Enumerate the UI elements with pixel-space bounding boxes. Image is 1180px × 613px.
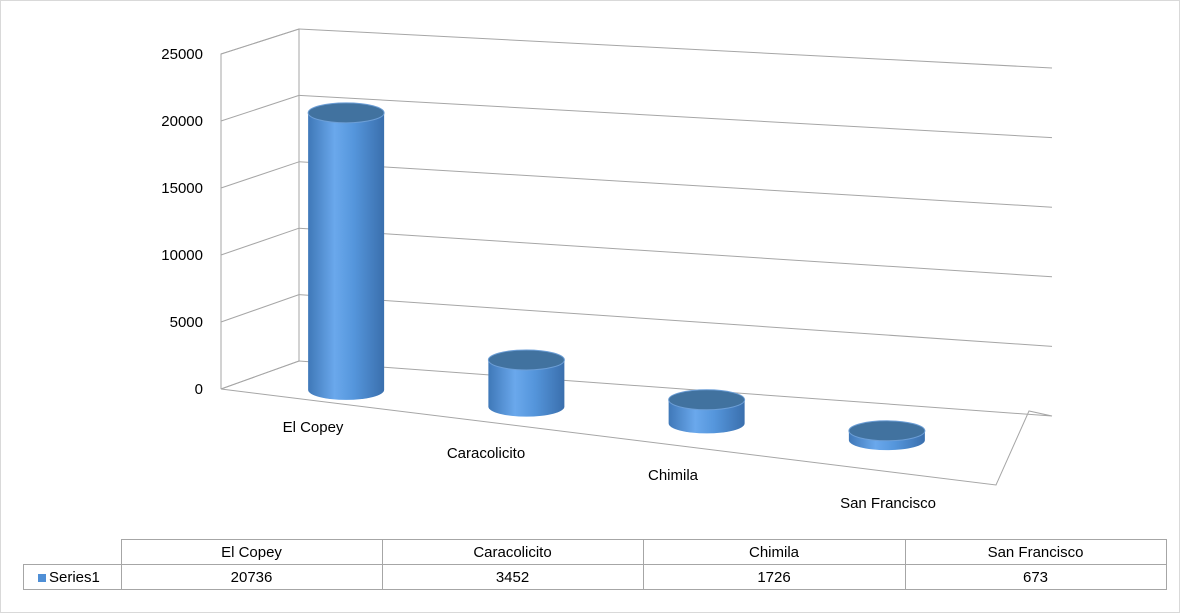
y-tick-label: 10000: [161, 247, 203, 264]
y-axis-tick-labels: 0 5000 10000 15000 20000 25000: [161, 46, 203, 398]
data-table-value-cell: 3452: [381, 564, 644, 590]
bar-top: [307, 102, 385, 124]
gridlines: [220, 28, 1053, 390]
data-table-header-cell: Chimila: [642, 539, 906, 565]
bar-top: [848, 420, 926, 442]
x-tick-label: El Copey: [283, 419, 344, 436]
plot-area: 0 5000 10000 15000 20000 25000 El Copey Caraco…: [161, 28, 1053, 512]
x-tick-label: Caracolicito: [447, 445, 525, 462]
data-table-header-cell: Caracolicito: [381, 539, 644, 565]
bar: [848, 420, 926, 451]
gridline-side: [220, 294, 300, 323]
legend-key: [38, 573, 46, 582]
data-table-corner: [23, 539, 122, 565]
y-tick-label: 0: [195, 381, 203, 398]
bar-top: [668, 389, 746, 411]
y-tick-label: 5000: [170, 314, 203, 331]
data-table-value-cell: 1726: [642, 564, 906, 590]
x-tick-label: Chimila: [648, 467, 699, 484]
data-table-header-cell: El Copey: [120, 539, 383, 565]
y-tick-label: 25000: [161, 46, 203, 63]
gridline-side: [220, 28, 300, 55]
gridline-side: [220, 360, 300, 390]
data-table-value-cell: 673: [904, 564, 1167, 590]
x-tick-label: San Francisco: [840, 495, 936, 512]
bar: [487, 349, 565, 417]
data-table-header-cell: San Francisco: [904, 539, 1167, 565]
data-table-header-row: El Copey Caracolicito Chimila San Franci…: [23, 539, 1167, 565]
gridline: [298, 161, 1053, 208]
y-tick-label: 15000: [161, 180, 203, 197]
data-table-value-cell: 20736: [120, 564, 383, 590]
bars: [307, 102, 926, 451]
y-tick-label: 20000: [161, 113, 203, 130]
data-table: El Copey Caracolicito Chimila San Franci…: [23, 539, 1167, 590]
gridline: [298, 227, 1053, 278]
gridline-side: [220, 94, 300, 122]
side-wall: [220, 28, 300, 389]
x-axis-tick-labels: El Copey Caracolicito Chimila San Francisco: [283, 419, 936, 512]
gridline: [298, 28, 1053, 69]
data-table-series-row: Series1 20736 3452 1726 673: [23, 564, 1167, 590]
gridline: [298, 94, 1053, 139]
legend-label: Series1: [49, 568, 100, 586]
gridline: [298, 294, 1053, 347]
bar: [307, 102, 385, 400]
bar: [668, 389, 746, 434]
bar-body: [488, 359, 565, 417]
bar-top: [487, 349, 565, 371]
bar-body: [308, 112, 385, 400]
gridline-side: [220, 161, 300, 189]
gridline-side: [220, 227, 300, 256]
legend-entry: Series1: [23, 564, 122, 590]
